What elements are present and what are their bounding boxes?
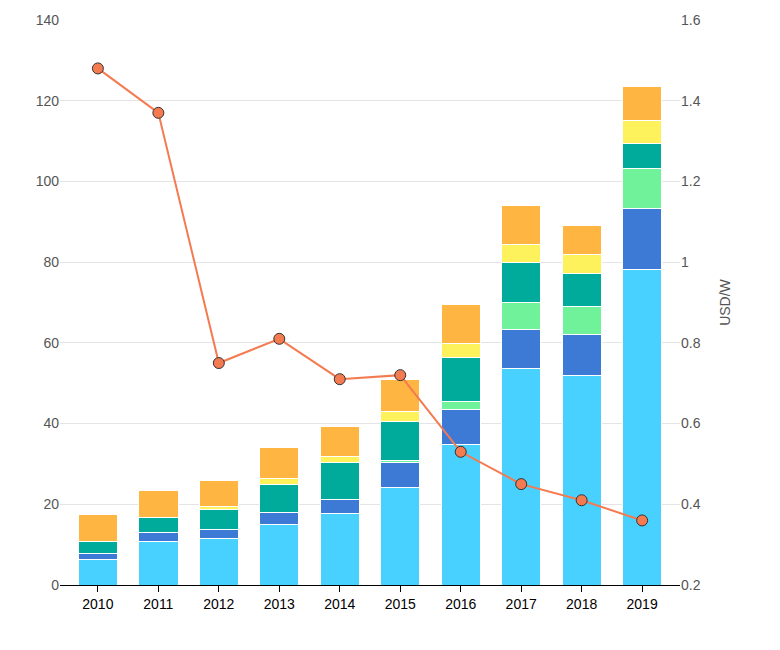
svg-text:1.4: 1.4	[681, 93, 701, 109]
svg-text:100: 100	[36, 173, 60, 189]
svg-text:0.2: 0.2	[681, 577, 701, 593]
svg-text:0.6: 0.6	[681, 415, 701, 431]
svg-text:1.2: 1.2	[681, 173, 701, 189]
svg-text:40: 40	[43, 415, 59, 431]
svg-text:2017: 2017	[506, 596, 537, 612]
svg-text:2013: 2013	[264, 596, 295, 612]
svg-text:2018: 2018	[566, 596, 597, 612]
svg-text:2019: 2019	[627, 596, 658, 612]
svg-text:120: 120	[36, 93, 60, 109]
svg-text:20: 20	[43, 496, 59, 512]
svg-text:0: 0	[51, 577, 59, 593]
svg-text:2015: 2015	[385, 596, 416, 612]
svg-text:80: 80	[43, 254, 59, 270]
svg-text:2016: 2016	[445, 596, 476, 612]
svg-text:2014: 2014	[324, 596, 355, 612]
svg-text:0.8: 0.8	[681, 335, 701, 351]
svg-text:60: 60	[43, 335, 59, 351]
svg-text:2012: 2012	[203, 596, 234, 612]
svg-text:1: 1	[681, 254, 689, 270]
svg-text:140: 140	[36, 12, 60, 28]
svg-text:0.4: 0.4	[681, 496, 701, 512]
svg-text:2011: 2011	[143, 596, 173, 612]
svg-text:1.6: 1.6	[681, 12, 701, 28]
svg-text:USD/W: USD/W	[717, 278, 733, 325]
svg-text:2010: 2010	[82, 596, 113, 612]
